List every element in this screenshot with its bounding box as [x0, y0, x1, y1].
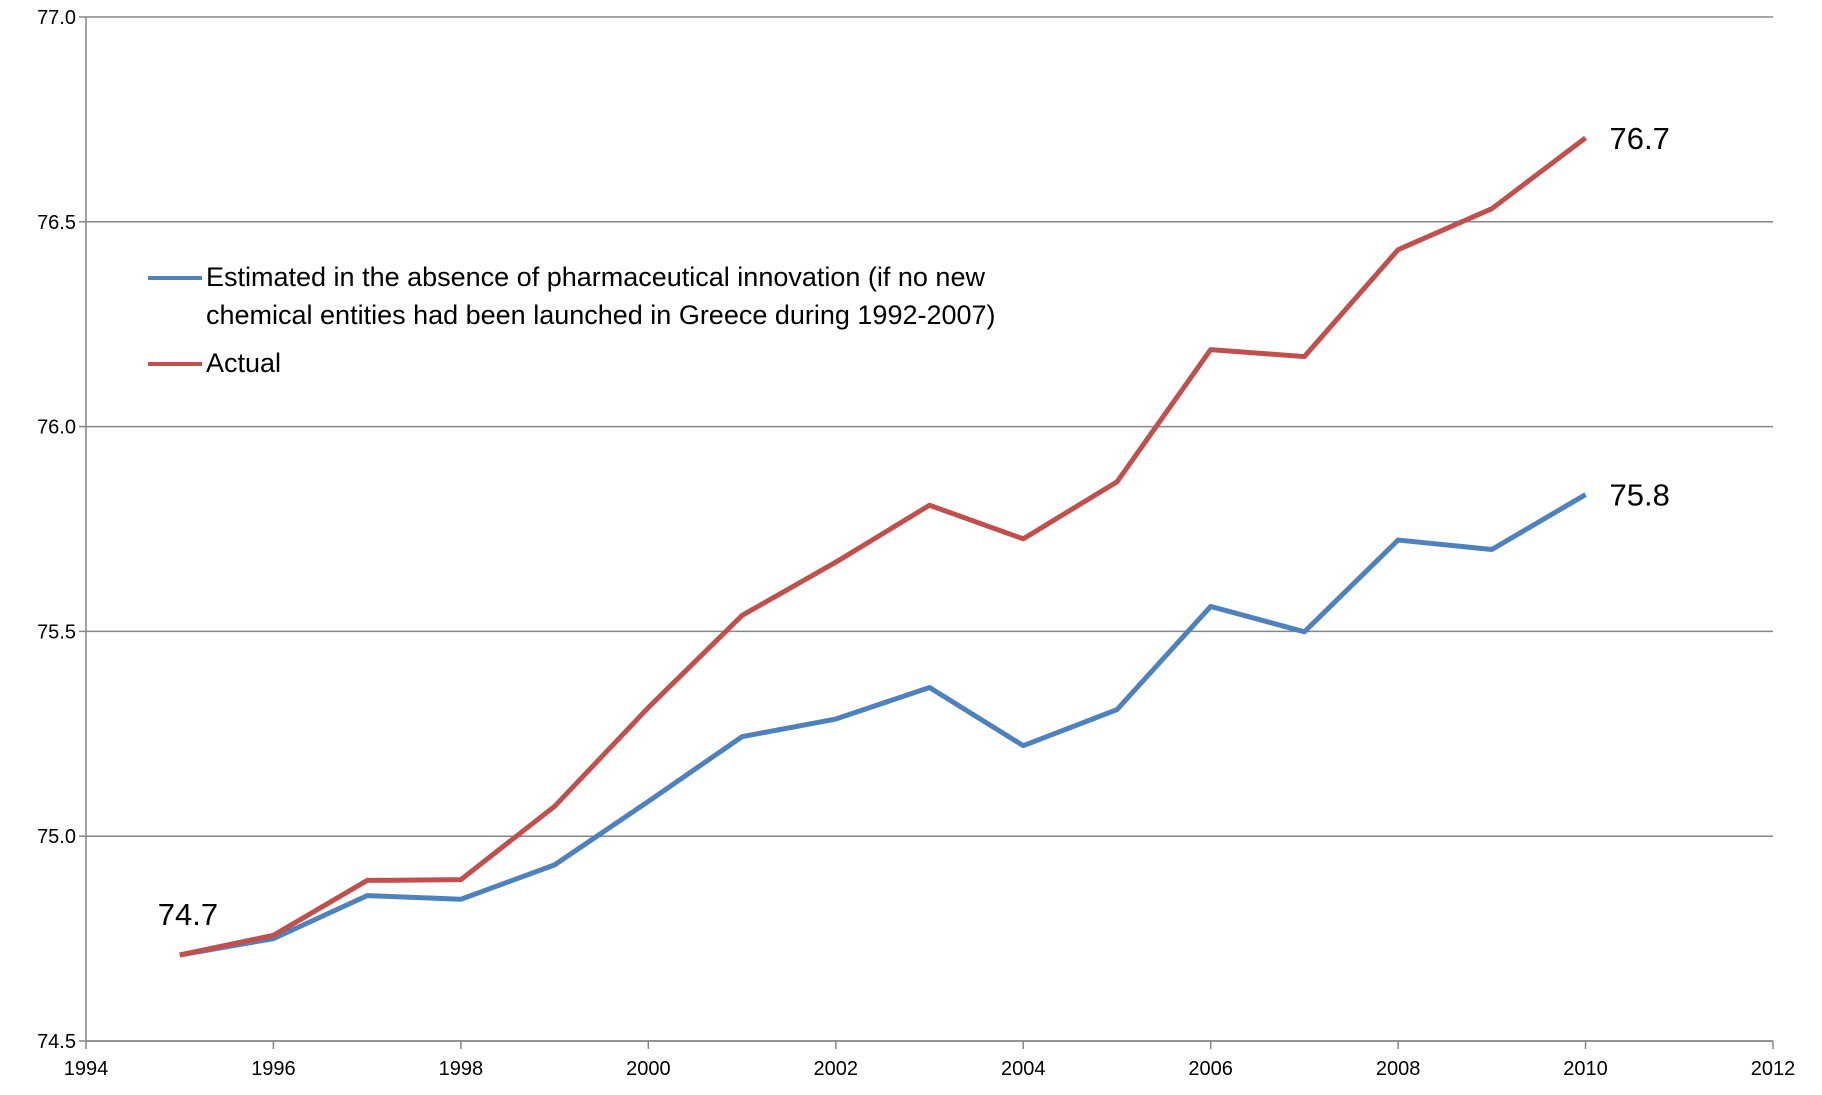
x-tick-label: 2000 [626, 1058, 671, 1080]
y-tick-label: 75.0 [37, 826, 76, 848]
legend-item: Actual [148, 344, 1086, 382]
series-line [179, 492, 1587, 958]
data-label: 76.7 [1610, 121, 1670, 156]
legend-item: Estimated in the absence of pharmaceutic… [148, 258, 1086, 334]
x-tick-label: 2008 [1376, 1058, 1421, 1080]
legend-label: Estimated in the absence of pharmaceutic… [206, 262, 996, 330]
y-tick-label: 76.0 [37, 417, 76, 439]
x-tick-label: 2004 [1001, 1058, 1046, 1080]
x-tick-label: 2010 [1563, 1058, 1608, 1080]
y-tick-label: 74.5 [37, 1031, 76, 1053]
legend-label: Actual [206, 348, 282, 378]
y-tick-label: 75.5 [37, 621, 76, 643]
x-tick-label: 1994 [64, 1058, 109, 1080]
y-tick-label: 76.5 [37, 212, 76, 234]
data-label: 74.7 [158, 897, 218, 932]
x-tick-label: 2006 [1188, 1058, 1233, 1080]
legend: Estimated in the absence of pharmaceutic… [148, 258, 1086, 392]
legend-swatch [148, 276, 202, 280]
data-label: 75.8 [1610, 478, 1670, 513]
x-tick-label: 2012 [1751, 1058, 1796, 1080]
x-tick-label: 2002 [814, 1058, 859, 1080]
y-tick-label: 77.0 [37, 7, 76, 29]
legend-swatch [148, 362, 202, 366]
x-tick-label: 1996 [251, 1058, 296, 1080]
x-tick-label: 1998 [439, 1058, 484, 1080]
series-line [179, 135, 1588, 958]
